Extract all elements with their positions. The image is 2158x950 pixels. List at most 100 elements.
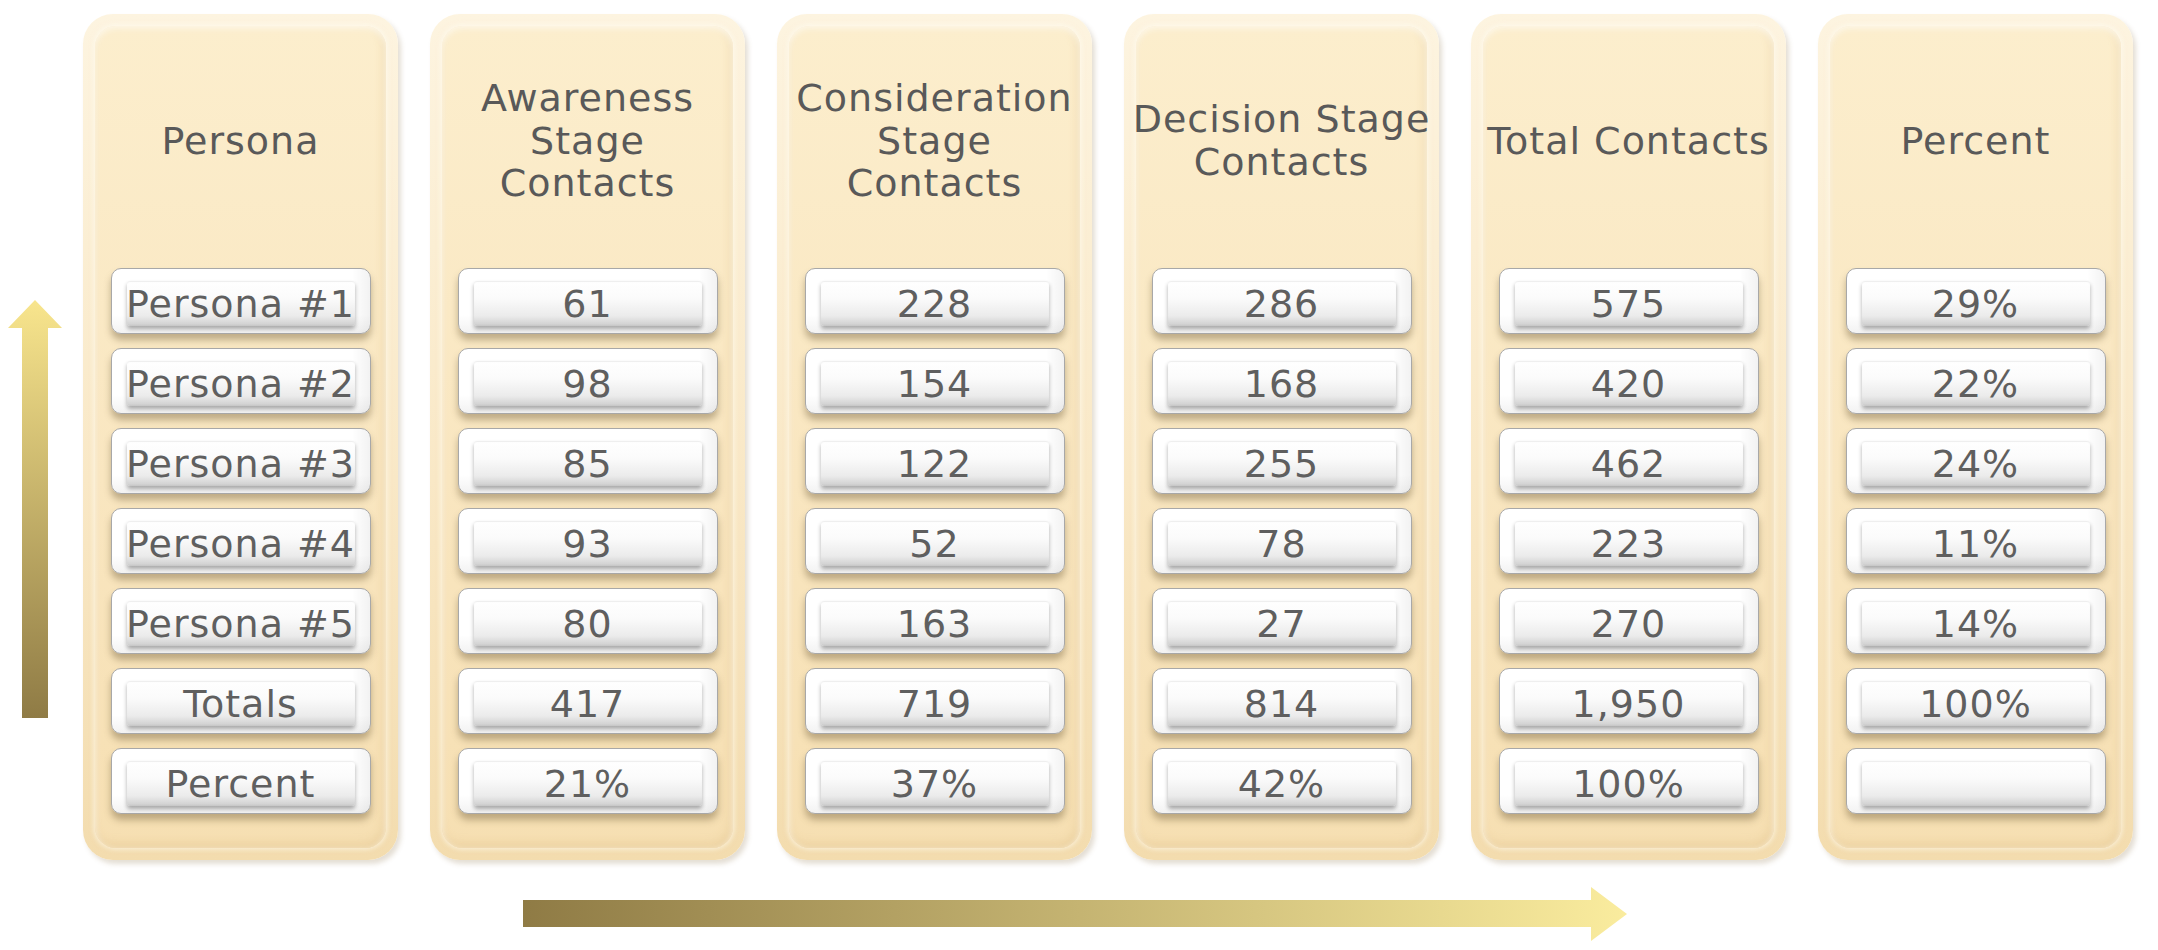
cell-value: 719 bbox=[821, 681, 1049, 726]
cell-value: 270 bbox=[1515, 601, 1743, 646]
cell-value: 22% bbox=[1862, 361, 2090, 406]
cell-value: 417 bbox=[474, 681, 702, 726]
column-cells: 228 154 122 52 163 719 37% bbox=[777, 268, 1092, 814]
cell-value: 42% bbox=[1168, 761, 1396, 806]
upward-arrow bbox=[7, 300, 63, 718]
column-total-contacts: Total Contacts 575 420 462 223 270 1,950 100% bbox=[1471, 14, 1786, 860]
table-cell: 286 bbox=[1152, 268, 1412, 334]
cell-value: 85 bbox=[474, 441, 702, 486]
table-cell: 223 bbox=[1499, 508, 1759, 574]
column-header: Decision Stage Contacts bbox=[1124, 14, 1439, 268]
table-cell: 154 bbox=[805, 348, 1065, 414]
table-cell bbox=[1846, 748, 2106, 814]
table-cell: 37% bbox=[805, 748, 1065, 814]
cell-value: Persona #4 bbox=[127, 521, 355, 566]
table-cell: 814 bbox=[1152, 668, 1412, 734]
column-cells: 61 98 85 93 80 417 21% bbox=[430, 268, 745, 814]
cell-value: 255 bbox=[1168, 441, 1396, 486]
table-cell: 52 bbox=[805, 508, 1065, 574]
table-cell: 80 bbox=[458, 588, 718, 654]
table-cell: 85 bbox=[458, 428, 718, 494]
cell-value: 122 bbox=[821, 441, 1049, 486]
column-header: Awareness Stage Contacts bbox=[430, 14, 745, 268]
table-cell: 22% bbox=[1846, 348, 2106, 414]
cell-value: 21% bbox=[474, 761, 702, 806]
table-cell: Persona #3 bbox=[111, 428, 371, 494]
table-cell: 11% bbox=[1846, 508, 2106, 574]
cell-value: 29% bbox=[1862, 281, 2090, 326]
cell-value: 27 bbox=[1168, 601, 1396, 646]
cell-value: 228 bbox=[821, 281, 1049, 326]
table-cell: 228 bbox=[805, 268, 1065, 334]
table-cell: 1,950 bbox=[1499, 668, 1759, 734]
column-decision-stage-contacts: Decision Stage Contacts 286 168 255 78 27 814 4… bbox=[1124, 14, 1439, 860]
cell-value: 462 bbox=[1515, 441, 1743, 486]
cell-value: 154 bbox=[821, 361, 1049, 406]
cell-value: Totals bbox=[127, 681, 355, 726]
column-header: Percent bbox=[1818, 14, 2133, 268]
table-cell: 462 bbox=[1499, 428, 1759, 494]
column-cells: 575 420 462 223 270 1,950 100% bbox=[1471, 268, 1786, 814]
column-cells: 29% 22% 24% 11% 14% 100% bbox=[1818, 268, 2133, 814]
table-cell: 168 bbox=[1152, 348, 1412, 414]
cell-value: 814 bbox=[1168, 681, 1396, 726]
funnel-contacts-diagram: PersonaPersona #1Persona #2Persona #3Per… bbox=[0, 0, 2158, 950]
cell-value: 78 bbox=[1168, 521, 1396, 566]
cell-value: Persona #3 bbox=[127, 441, 355, 486]
table-cell: 163 bbox=[805, 588, 1065, 654]
column-consideration-stage-contacts: Consideration Stage Contacts 228 154 122 52 1… bbox=[777, 14, 1092, 860]
table-cell: 21% bbox=[458, 748, 718, 814]
table-cell: 61 bbox=[458, 268, 718, 334]
table-cell: 14% bbox=[1846, 588, 2106, 654]
cell-value bbox=[1862, 761, 2090, 806]
cell-value: 14% bbox=[1862, 601, 2090, 646]
cell-value: 11% bbox=[1862, 521, 2090, 566]
table-cell: 270 bbox=[1499, 588, 1759, 654]
table-cell: 42% bbox=[1152, 748, 1412, 814]
cell-value: 420 bbox=[1515, 361, 1743, 406]
table-cell: 29% bbox=[1846, 268, 2106, 334]
table-cell: 78 bbox=[1152, 508, 1412, 574]
column-awareness-stage-contacts: Awareness Stage Contacts 61 98 85 93 80 417 21% bbox=[430, 14, 745, 860]
table-cell: 93 bbox=[458, 508, 718, 574]
table-cell: 719 bbox=[805, 668, 1065, 734]
table-cell: 98 bbox=[458, 348, 718, 414]
column-persona: PersonaPersona #1Persona #2Persona #3Per… bbox=[83, 14, 398, 860]
cell-value: 37% bbox=[821, 761, 1049, 806]
table-cell: 575 bbox=[1499, 268, 1759, 334]
cell-value: Persona #1 bbox=[127, 281, 355, 326]
table-cell: 27 bbox=[1152, 588, 1412, 654]
cell-value: 24% bbox=[1862, 441, 2090, 486]
rightward-arrow bbox=[523, 886, 1630, 942]
cell-value: 286 bbox=[1168, 281, 1396, 326]
cell-value: 61 bbox=[474, 281, 702, 326]
cell-value: 100% bbox=[1862, 681, 2090, 726]
cell-value: 223 bbox=[1515, 521, 1743, 566]
column-cells: 286 168 255 78 27 814 42% bbox=[1124, 268, 1439, 814]
column-cells: Persona #1 Persona #2 Persona #3 Persona #4… bbox=[83, 268, 398, 814]
cell-value: Percent bbox=[127, 761, 355, 806]
cell-value: 168 bbox=[1168, 361, 1396, 406]
table-cell: 122 bbox=[805, 428, 1065, 494]
column-header: Persona bbox=[83, 14, 398, 268]
table-cell: 255 bbox=[1152, 428, 1412, 494]
table-cell: 24% bbox=[1846, 428, 2106, 494]
columns: PersonaPersona #1Persona #2Persona #3Per… bbox=[83, 14, 2133, 860]
table-cell: Persona #4 bbox=[111, 508, 371, 574]
cell-value: 93 bbox=[474, 521, 702, 566]
column-header: Consideration Stage Contacts bbox=[777, 14, 1092, 268]
cell-value: Persona #2 bbox=[127, 361, 355, 406]
cell-value: 1,950 bbox=[1515, 681, 1743, 726]
cell-value: 100% bbox=[1515, 761, 1743, 806]
cell-value: 80 bbox=[474, 601, 702, 646]
table-cell: Persona #1 bbox=[111, 268, 371, 334]
cell-value: Persona #5 bbox=[127, 601, 355, 646]
cell-value: 575 bbox=[1515, 281, 1743, 326]
cell-value: 52 bbox=[821, 521, 1049, 566]
table-cell: 100% bbox=[1499, 748, 1759, 814]
table-cell: 100% bbox=[1846, 668, 2106, 734]
column-header: Total Contacts bbox=[1471, 14, 1786, 268]
table-cell: Persona #2 bbox=[111, 348, 371, 414]
column-percent: Percent 29% 22% 24% 11% 14% 100% bbox=[1818, 14, 2133, 860]
table-cell: Persona #5 bbox=[111, 588, 371, 654]
